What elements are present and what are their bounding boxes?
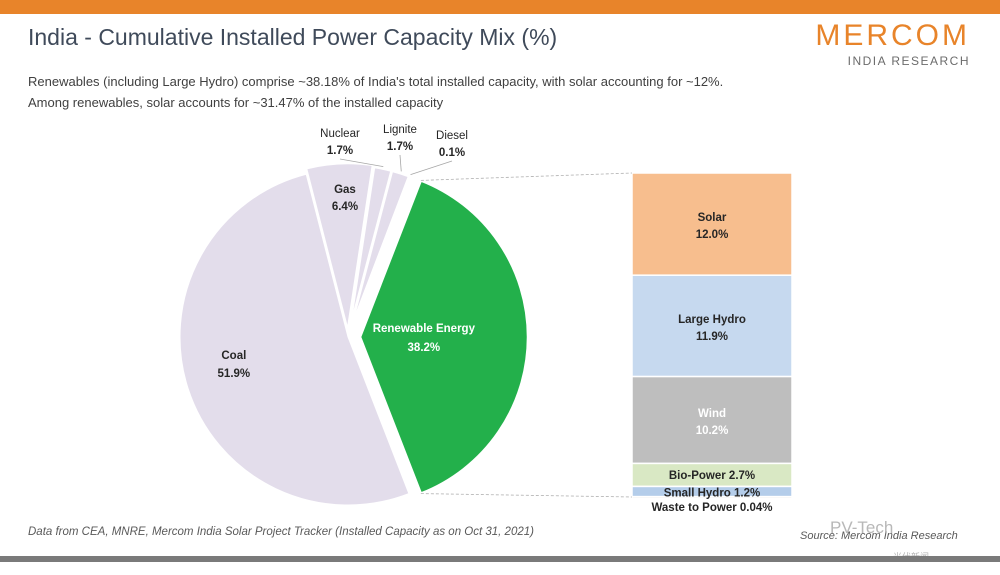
pie-slice-diesel	[348, 174, 412, 334]
bar-label-small-hydro: Small Hydro 1.2%	[664, 488, 761, 500]
logo-main-text: MERCOM	[815, 19, 970, 52]
bar-label-solar: Solar	[698, 212, 727, 224]
subtitle-line-2: Among renewables, solar accounts for ~31…	[28, 95, 444, 110]
bar-value-solar: 12.0%	[696, 229, 729, 241]
pie-label-renewable-energy: Renewable Energy	[373, 323, 476, 335]
pie-label-gas: Gas	[334, 184, 356, 196]
bar-label-wind: Wind	[698, 408, 726, 420]
pie-label-coal: Coal	[221, 350, 246, 362]
data-source-note: Data from CEA, MNRE, Mercom India Solar …	[28, 526, 534, 538]
pie-value-renewable-energy: 38.2%	[408, 342, 441, 354]
top-accent-bar	[0, 0, 1000, 14]
pie-label-nuclear: Nuclear	[320, 128, 360, 140]
leader-line-diesel	[410, 160, 453, 176]
bottom-divider-bar	[0, 556, 1000, 562]
pie-label-diesel: Diesel	[436, 130, 468, 142]
pie-value-nuclear: 1.7%	[327, 145, 353, 157]
bar-segment-solar	[631, 172, 793, 276]
bar-label-bio-power: Bio-Power 2.7%	[669, 470, 755, 482]
bar-label-large-hydro: Large Hydro	[678, 314, 746, 326]
connector-line-top	[420, 172, 633, 181]
pie-value-lignite: 1.7%	[387, 141, 413, 153]
page-title: India - Cumulative Installed Power Capac…	[28, 24, 558, 50]
bar-segment-waste-to-power	[631, 495, 793, 500]
pie-value-coal: 51.9%	[218, 368, 251, 380]
pie-slice-renewable-energy	[358, 178, 530, 496]
leader-line-nuclear	[339, 158, 384, 168]
pv-tech-watermark: PV-Tech	[830, 518, 894, 537]
bar-label-waste-to-power: Waste to Power 0.04%	[651, 502, 772, 514]
pie-label-lignite: Lignite	[383, 124, 417, 136]
pie-slice-coal	[179, 173, 410, 506]
bar-value-large-hydro: 11.9%	[696, 331, 728, 343]
pie-value-diesel: 0.1%	[439, 147, 465, 159]
logo-sub-text: INDIA RESEARCH	[847, 54, 970, 68]
bar-segment-large-hydro	[631, 274, 793, 378]
leader-line-lignite	[399, 154, 402, 172]
bar-segment-wind	[631, 375, 793, 465]
connector-line-bottom	[420, 493, 633, 498]
bar-value-wind: 10.2%	[696, 425, 729, 437]
source-credit: Source: Mercom India Research	[800, 530, 958, 542]
mercom-logo: MERCOM INDIA RESEARCH	[800, 19, 970, 69]
subtitle-line-1: Renewables (including Large Hydro) compr…	[28, 74, 724, 89]
pie-value-gas: 6.4%	[332, 201, 358, 213]
